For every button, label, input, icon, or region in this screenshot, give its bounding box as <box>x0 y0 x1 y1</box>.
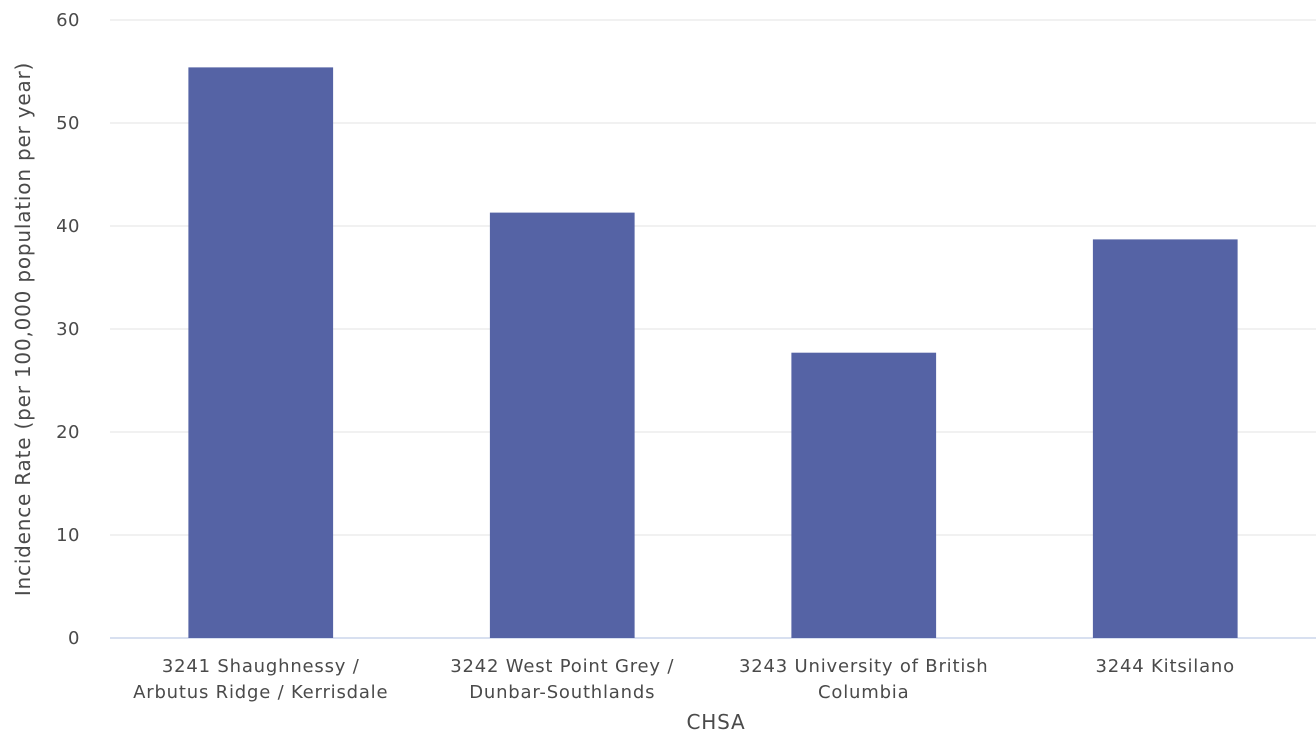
y-axis-title: Incidence Rate (per 100,000 population p… <box>11 62 35 596</box>
x-category-label: 3243 University of British Columbia <box>739 656 989 703</box>
y-tick-label: 0 <box>68 628 80 649</box>
x-category-label-line: Columbia <box>818 682 909 703</box>
bars <box>188 67 1238 639</box>
bar[interactable] <box>791 352 937 638</box>
y-tick-label: 20 <box>56 422 80 443</box>
bar[interactable] <box>489 212 635 639</box>
x-category-label-line: 3243 University of British <box>739 656 989 677</box>
x-category-label: 3244 Kitsilano <box>1096 656 1235 677</box>
x-category-label-line: 3244 Kitsilano <box>1096 656 1235 677</box>
bar[interactable] <box>1092 239 1238 638</box>
x-category-label: 3242 West Point Grey / Dunbar-Southlands <box>450 656 674 703</box>
y-tick-label: 50 <box>56 113 80 134</box>
x-category-label: 3241 Shaughnessy / Arbutus Ridge / Kerris… <box>133 656 388 703</box>
x-axis-categories: 3241 Shaughnessy / Arbutus Ridge / Kerris… <box>133 656 1235 703</box>
y-tick-label: 40 <box>56 216 80 237</box>
x-category-label-line: Arbutus Ridge / Kerrisdale <box>133 682 388 703</box>
bar[interactable] <box>188 67 334 638</box>
x-category-label-line: 3241 Shaughnessy / <box>162 656 360 677</box>
x-axis-title: CHSA <box>687 710 746 731</box>
x-category-label-line: 3242 West Point Grey / <box>450 656 674 677</box>
y-tick-label: 60 <box>56 10 80 31</box>
x-category-label-line: Dunbar-Southlands <box>469 682 655 703</box>
y-tick-label: 30 <box>56 319 80 340</box>
y-tick-label: 10 <box>56 525 80 546</box>
y-axis-ticks: 0 10 20 30 40 50 60 <box>56 10 80 649</box>
